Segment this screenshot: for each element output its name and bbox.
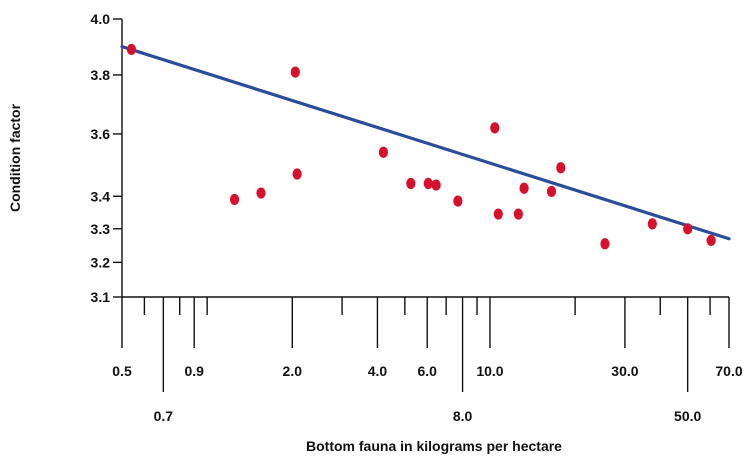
data-point [229,193,240,206]
x-axis: 0.5 0.7 0.9 2.0 4.0 6.0 8.0 10.0 30.0 50.0 70.0 [112,296,743,424]
x-tick-label: 10.0 [476,363,503,379]
x-tick-label: 0.5 [112,363,132,379]
data-point [683,223,693,235]
x-tick-label: 70.0 [715,363,742,379]
data-point [406,177,416,190]
x-tick-label: 4.0 [368,363,388,379]
data-point [378,146,389,158]
x-tick-label: 30.0 [611,363,638,379]
data-point [431,179,441,191]
y-tick-label: 3.3 [91,221,111,237]
data-point [519,182,529,194]
data-points [126,43,716,250]
data-point [706,234,716,247]
data-point [126,43,137,56]
data-point [556,162,566,174]
x-tick-label: 6.0 [417,363,437,379]
y-tick-label: 4.0 [91,11,111,27]
regression-line-group [120,45,731,241]
data-point [423,177,433,190]
x-tick-label: 0.7 [154,408,174,424]
data-point [453,195,463,207]
x-tick-label: 2.0 [283,363,303,379]
data-point [647,218,657,230]
y-axis: 3.1 3.2 3.3 3.4 3.6 3.8 4.0 [91,11,123,305]
x-tick-label: 8.0 [453,408,473,424]
y-tick-label: 3.8 [91,67,111,83]
data-point [290,66,300,78]
data-point [600,238,610,250]
y-tick-label: 3.2 [91,254,111,270]
x-tick-label: 0.9 [184,363,204,379]
data-point [490,122,500,134]
data-point [513,208,523,220]
y-tick-label: 3.1 [91,289,111,305]
regression-line [120,45,731,241]
y-axis-title: Condition factor [7,103,23,212]
data-point [493,208,503,220]
x-tick-label: 50.0 [674,408,701,424]
x-axis-title: Bottom fauna in kilograms per hectare [306,438,562,454]
y-tick-label: 3.4 [91,188,111,204]
y-tick-label: 3.6 [91,126,111,142]
data-point [292,168,302,180]
data-point [546,185,557,198]
data-point [256,187,266,199]
